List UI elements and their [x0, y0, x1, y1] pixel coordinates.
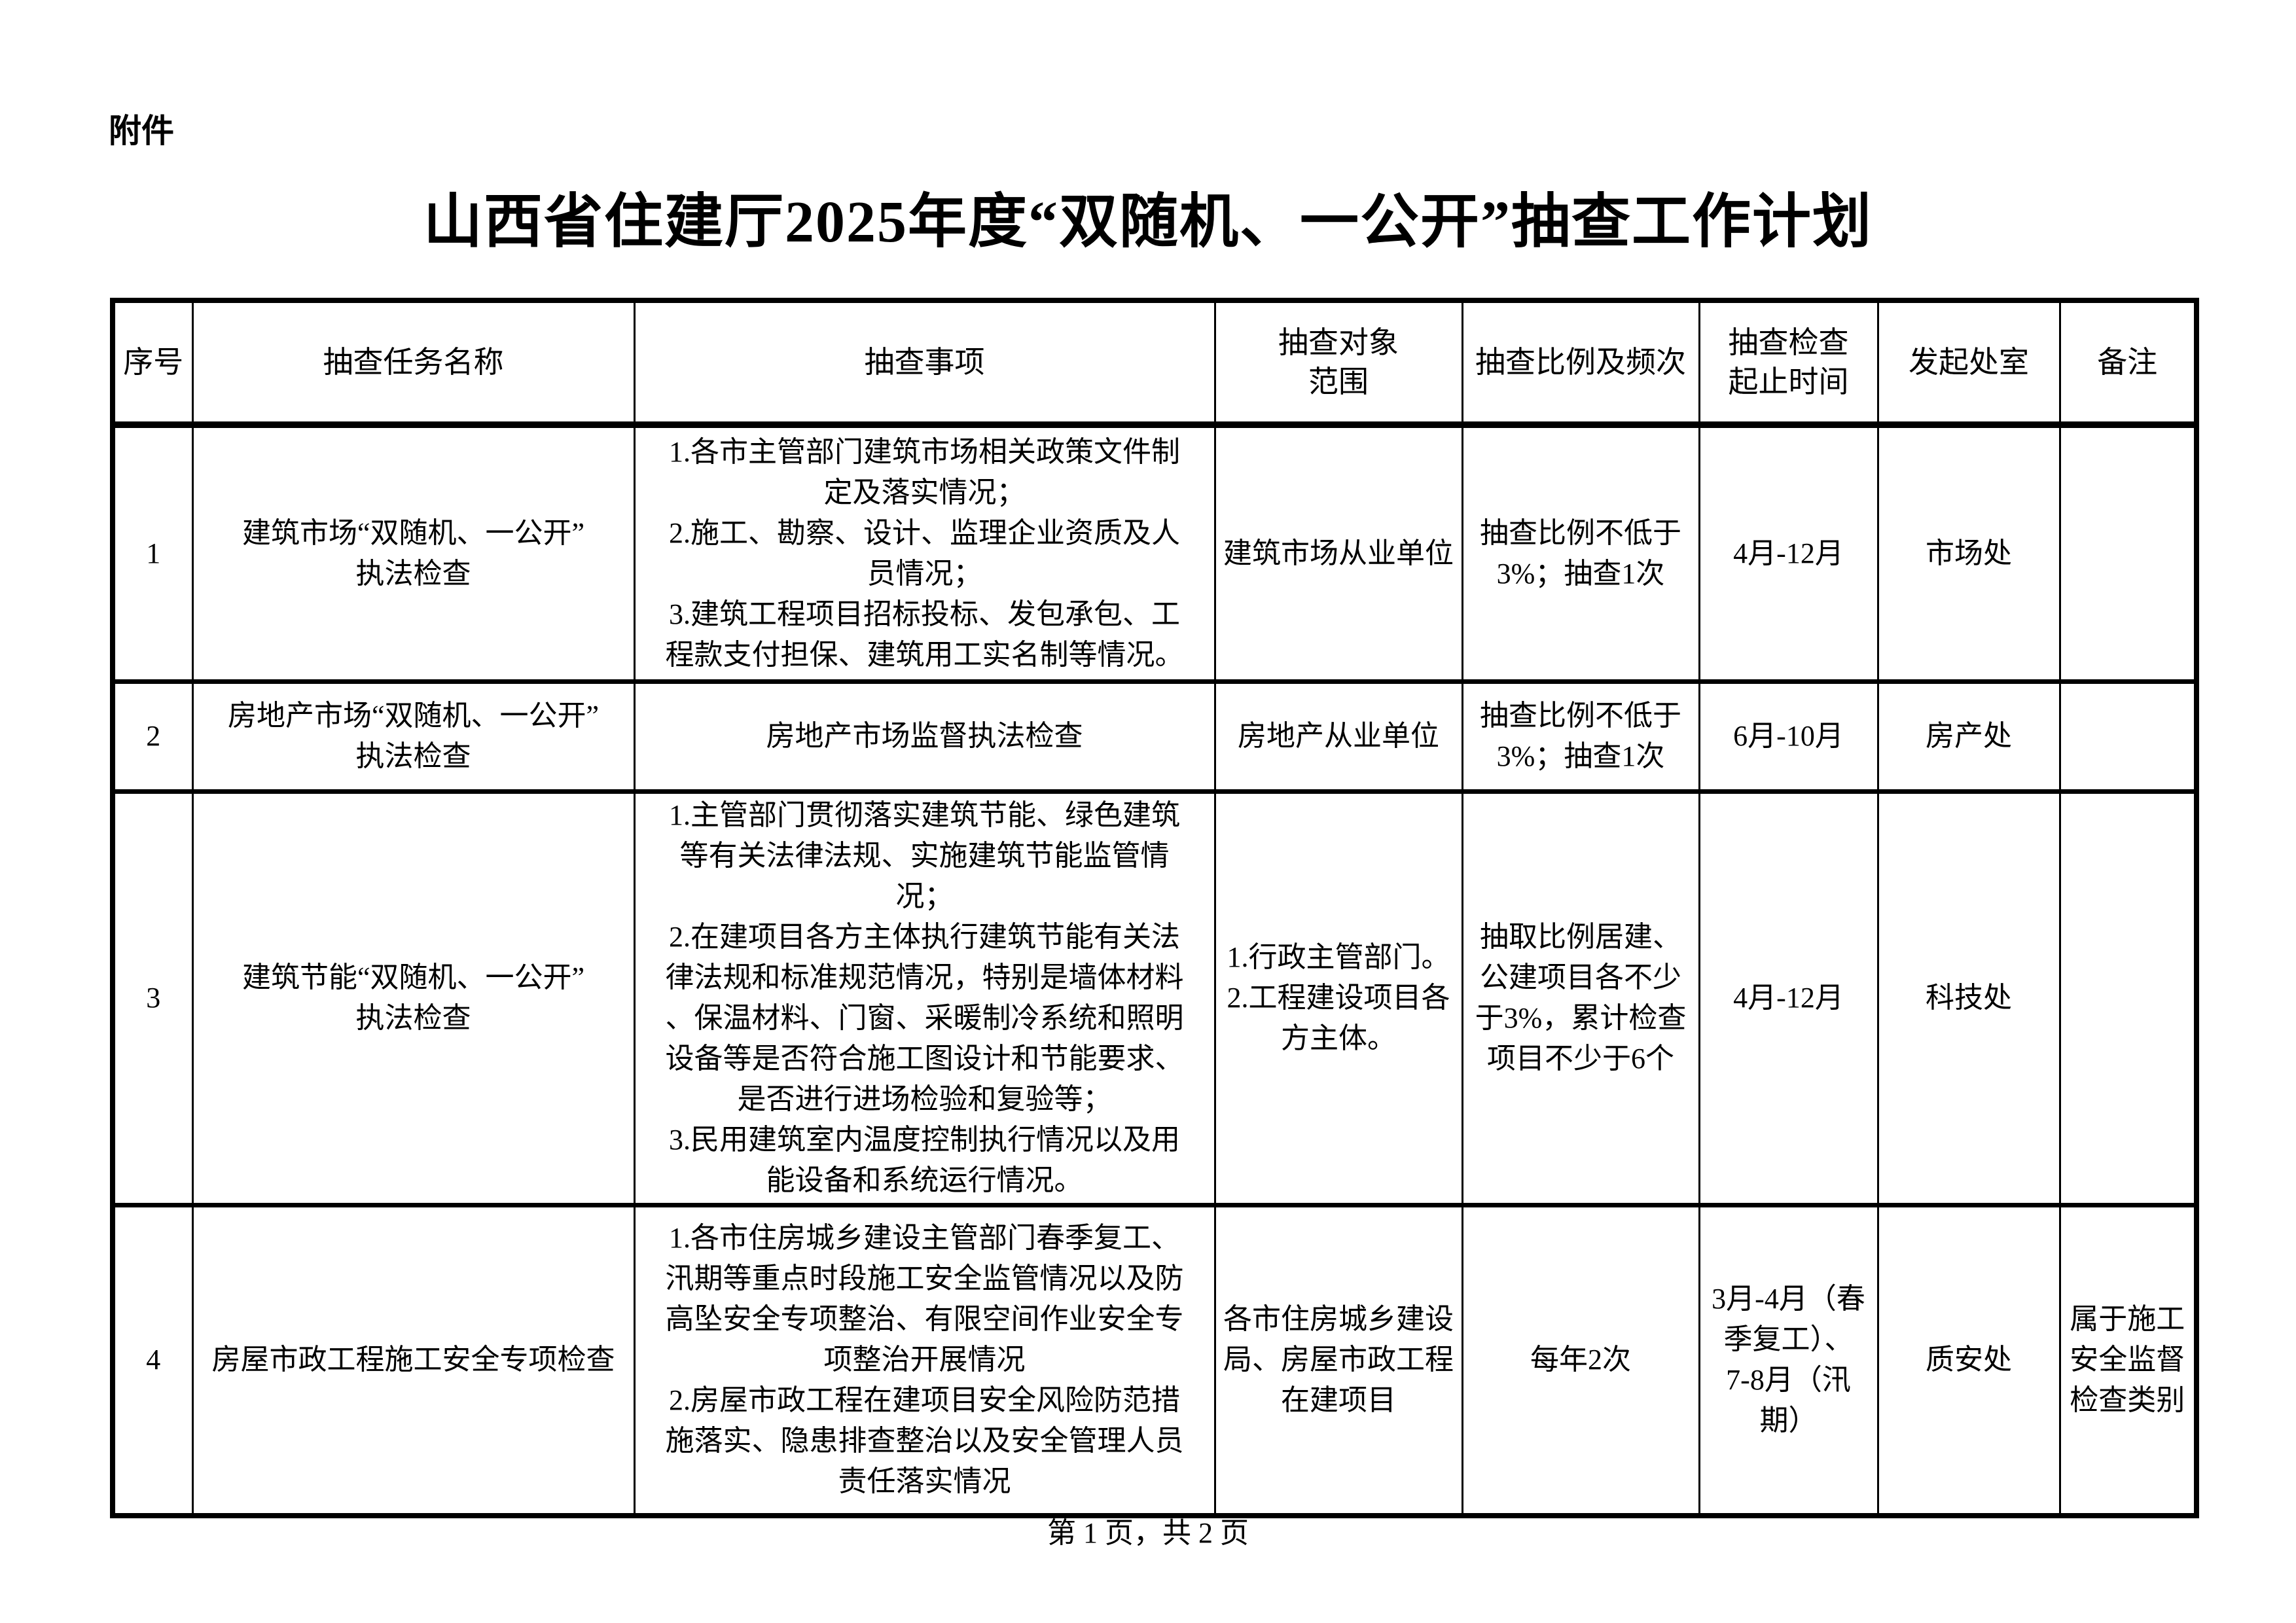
cell-scope: 各市住房城乡建设 局、房屋市政工程 在建项目 — [1213, 1202, 1463, 1518]
cell-scope: 房地产从业单位 — [1213, 679, 1463, 794]
column-header-scope: 抽查对象 范围 — [1213, 298, 1463, 428]
attachment-label: 附件 — [109, 113, 174, 149]
cell-items: 1.各市住房城乡建设主管部门春季复工、 汛期等重点时段施工安全监管情况以及防 高… — [633, 1202, 1216, 1518]
cell-items: 1.主管部门贯彻落实建筑节能、绿色建筑 等有关法律法规、实施建筑节能监管情 况；… — [633, 789, 1216, 1207]
cell-ratio: 抽查比例不低于 3%；抽查1次 — [1461, 422, 1700, 684]
column-header-time: 抽查检查 起止时间 — [1698, 298, 1879, 428]
cell-items: 1.各市主管部门建筑市场相关政策文件制 定及落实情况； 2.施工、勘察、设计、监… — [633, 422, 1216, 684]
column-header-items: 抽查事项 — [633, 298, 1216, 428]
column-header-dept: 发起处室 — [1876, 298, 2061, 428]
cell-note — [2058, 789, 2198, 1207]
cell-seq: 2 — [111, 679, 194, 794]
cell-seq: 1 — [111, 422, 194, 684]
cell-task-name: 建筑节能“双随机、一公开” 执法检查 — [191, 789, 636, 1207]
table-row: 4 房屋市政工程施工安全专项检查 1.各市住房城乡建设主管部门春季复工、 汛期等… — [111, 1202, 2198, 1518]
cell-dept: 房产处 — [1876, 679, 2061, 794]
page-title: 山西省住建厅2025年度“双随机、一公开”抽查工作计划 — [423, 190, 1873, 255]
column-header-note: 备注 — [2058, 298, 2198, 428]
table-row: 2 房地产市场“双随机、一公开” 执法检查 房地产市场监督执法检查 房地产从业单… — [111, 679, 2198, 794]
cell-items: 房地产市场监督执法检查 — [633, 679, 1216, 794]
cell-scope: 建筑市场从业单位 — [1213, 422, 1463, 684]
inspection-plan-table: 序号 抽查任务名称 抽查事项 抽查对象 范围 抽查比例及频次 抽查检查 起止时间… — [110, 298, 2199, 1518]
cell-seq: 3 — [111, 789, 194, 1207]
cell-note: 属于施工 安全监督 检查类别 — [2058, 1202, 2198, 1518]
cell-dept: 市场处 — [1876, 422, 2061, 684]
column-header-task-name: 抽查任务名称 — [191, 298, 636, 428]
table-header-row: 序号 抽查任务名称 抽查事项 抽查对象 范围 抽查比例及频次 抽查检查 起止时间… — [111, 298, 2198, 428]
table-row: 3 建筑节能“双随机、一公开” 执法检查 1.主管部门贯彻落实建筑节能、绿色建筑… — [111, 789, 2198, 1207]
cell-dept: 质安处 — [1876, 1202, 2061, 1518]
cell-time: 4月-12月 — [1698, 789, 1879, 1207]
cell-ratio: 每年2次 — [1461, 1202, 1700, 1518]
cell-ratio: 抽取比例居建、 公建项目各不少 于3%，累计检查 项目不少于6个 — [1461, 789, 1700, 1207]
cell-note — [2058, 679, 2198, 794]
cell-ratio: 抽查比例不低于 3%；抽查1次 — [1461, 679, 1700, 794]
cell-task-name: 房地产市场“双随机、一公开” 执法检查 — [191, 679, 636, 794]
cell-time: 4月-12月 — [1698, 422, 1879, 684]
cell-time: 6月-10月 — [1698, 679, 1879, 794]
column-header-seq: 序号 — [111, 298, 194, 428]
cell-time: 3月-4月（春 季复工）、 7-8月（汛 期） — [1698, 1202, 1879, 1518]
cell-note — [2058, 422, 2198, 684]
cell-scope: 1.行政主管部门。 2.工程建设项目各 方主体。 — [1213, 789, 1463, 1207]
cell-task-name: 房屋市政工程施工安全专项检查 — [191, 1202, 636, 1518]
cell-seq: 4 — [111, 1202, 194, 1518]
cell-dept: 科技处 — [1876, 789, 2061, 1207]
page-number-footer: 第 1 页，共 2 页 — [1047, 1517, 1249, 1549]
column-header-ratio: 抽查比例及频次 — [1461, 298, 1700, 428]
table-row: 1 建筑市场“双随机、一公开” 执法检查 1.各市主管部门建筑市场相关政策文件制… — [111, 422, 2198, 684]
cell-task-name: 建筑市场“双随机、一公开” 执法检查 — [191, 422, 636, 684]
